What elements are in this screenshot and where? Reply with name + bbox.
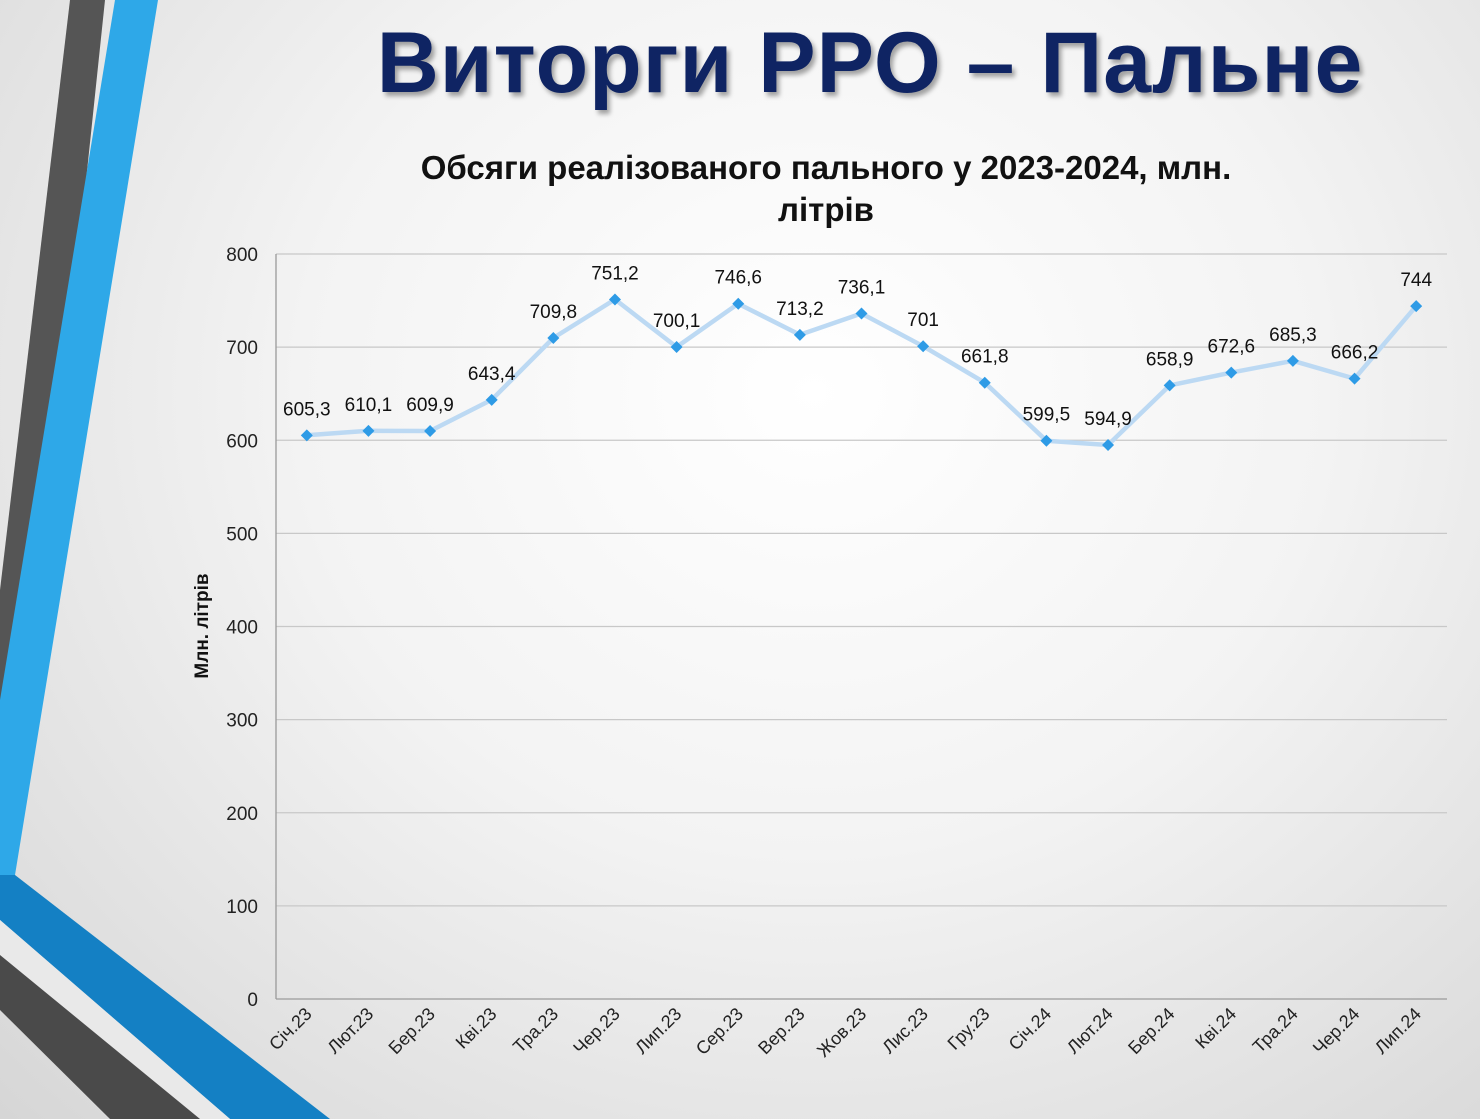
data-label: 594,9 bbox=[1084, 409, 1132, 430]
grid-lines bbox=[275, 253, 1447, 1000]
data-point bbox=[1348, 372, 1361, 385]
data-label: 701 bbox=[907, 310, 939, 331]
y-axis-label: Млн. літрів bbox=[192, 573, 213, 678]
data-label: 713,2 bbox=[776, 299, 824, 320]
data-label: 685,3 bbox=[1269, 325, 1317, 346]
data-point bbox=[1410, 300, 1423, 313]
y-tick-label: 800 bbox=[226, 245, 258, 266]
data-point bbox=[1286, 354, 1299, 367]
data-label: 744 bbox=[1400, 270, 1432, 291]
x-tick-label: Лип.23 bbox=[631, 1004, 685, 1058]
y-tick-label: 100 bbox=[226, 897, 258, 918]
y-tick-labels: 0 100 200 300 400 500 600 700 800 bbox=[226, 245, 258, 1011]
x-tick-label: Лют.23 bbox=[323, 1004, 377, 1058]
data-label: 736,1 bbox=[838, 278, 886, 299]
x-tick-labels: Січ.23 Лют.23 Бер.23 Кві.23 Тра.23 Чер.23 Лип.… bbox=[265, 1004, 1425, 1061]
data-point bbox=[547, 331, 560, 344]
x-tick-label: Лип.24 bbox=[1371, 1004, 1425, 1058]
x-tick-label: Кві.23 bbox=[452, 1004, 501, 1053]
x-tick-label: Чер.23 bbox=[569, 1004, 623, 1058]
data-label: 746,6 bbox=[714, 268, 762, 289]
data-point bbox=[855, 307, 868, 320]
blue-stripe bbox=[0, 0, 158, 875]
y-tick-label: 200 bbox=[226, 804, 258, 825]
x-tick-label: Лют.24 bbox=[1063, 1004, 1117, 1058]
x-tick-label: Чер.24 bbox=[1309, 1004, 1363, 1058]
data-point bbox=[1040, 434, 1053, 447]
data-label: 661,8 bbox=[961, 347, 1009, 368]
data-markers bbox=[300, 293, 1423, 451]
data-point bbox=[732, 297, 745, 310]
data-label: 658,9 bbox=[1146, 349, 1194, 370]
data-point bbox=[300, 429, 313, 442]
data-label: 643,4 bbox=[468, 364, 516, 385]
chart-title-line-2: літрів bbox=[778, 191, 874, 228]
data-label: 709,8 bbox=[530, 302, 578, 323]
data-point bbox=[793, 328, 806, 341]
x-tick-label: Вер.23 bbox=[754, 1004, 808, 1058]
data-label: 751,2 bbox=[591, 263, 639, 284]
bottom-gray-stripe bbox=[0, 955, 200, 1119]
slide-title: Виторги РРО – Пальне bbox=[376, 15, 1364, 111]
x-tick-label: Бер.24 bbox=[1124, 1004, 1178, 1058]
x-tick-label: Сер.23 bbox=[692, 1004, 747, 1059]
data-label: 610,1 bbox=[345, 395, 393, 416]
x-tick-label: Кві.24 bbox=[1191, 1004, 1240, 1053]
data-point bbox=[362, 424, 375, 437]
x-tick-label: Бер.23 bbox=[385, 1004, 439, 1058]
y-tick-label: 600 bbox=[226, 431, 258, 452]
bottom-blue-stripe bbox=[0, 875, 330, 1119]
y-tick-label: 700 bbox=[226, 338, 258, 359]
data-label: 609,9 bbox=[406, 395, 454, 416]
y-tick-label: 0 bbox=[247, 990, 258, 1011]
x-tick-label: Жов.23 bbox=[813, 1004, 870, 1061]
data-point bbox=[608, 293, 621, 306]
x-tick-label: Гру.23 bbox=[944, 1004, 994, 1054]
y-tick-label: 500 bbox=[226, 524, 258, 545]
y-tick-label: 400 bbox=[226, 618, 258, 639]
data-point bbox=[424, 425, 437, 438]
data-label: 605,3 bbox=[283, 399, 331, 420]
data-point bbox=[485, 393, 498, 406]
data-label: 599,5 bbox=[1023, 405, 1071, 426]
chart-title-line-1: Обсяги реалізованого пального у 2023-202… bbox=[421, 149, 1232, 186]
data-point bbox=[1163, 379, 1176, 392]
data-point bbox=[978, 376, 991, 389]
y-tick-label: 300 bbox=[226, 711, 258, 732]
data-point bbox=[670, 341, 683, 354]
data-point bbox=[917, 340, 930, 353]
bottom-light-stripe bbox=[0, 920, 230, 1119]
x-tick-label: Тра.24 bbox=[1249, 1004, 1302, 1057]
data-label: 700,1 bbox=[653, 311, 701, 332]
x-tick-label: Тра.23 bbox=[509, 1004, 562, 1057]
data-point bbox=[1102, 438, 1115, 451]
data-labels: 605,3 610,1 609,9 643,4 709,8 751,2 700,1 746,6… bbox=[283, 263, 1432, 430]
x-tick-label: Лис.23 bbox=[878, 1004, 932, 1058]
x-tick-label: Січ.24 bbox=[1005, 1004, 1055, 1054]
x-tick-label: Січ.23 bbox=[265, 1004, 315, 1054]
data-point bbox=[1225, 366, 1238, 379]
data-label: 666,2 bbox=[1331, 343, 1379, 364]
data-label: 672,6 bbox=[1208, 337, 1256, 358]
